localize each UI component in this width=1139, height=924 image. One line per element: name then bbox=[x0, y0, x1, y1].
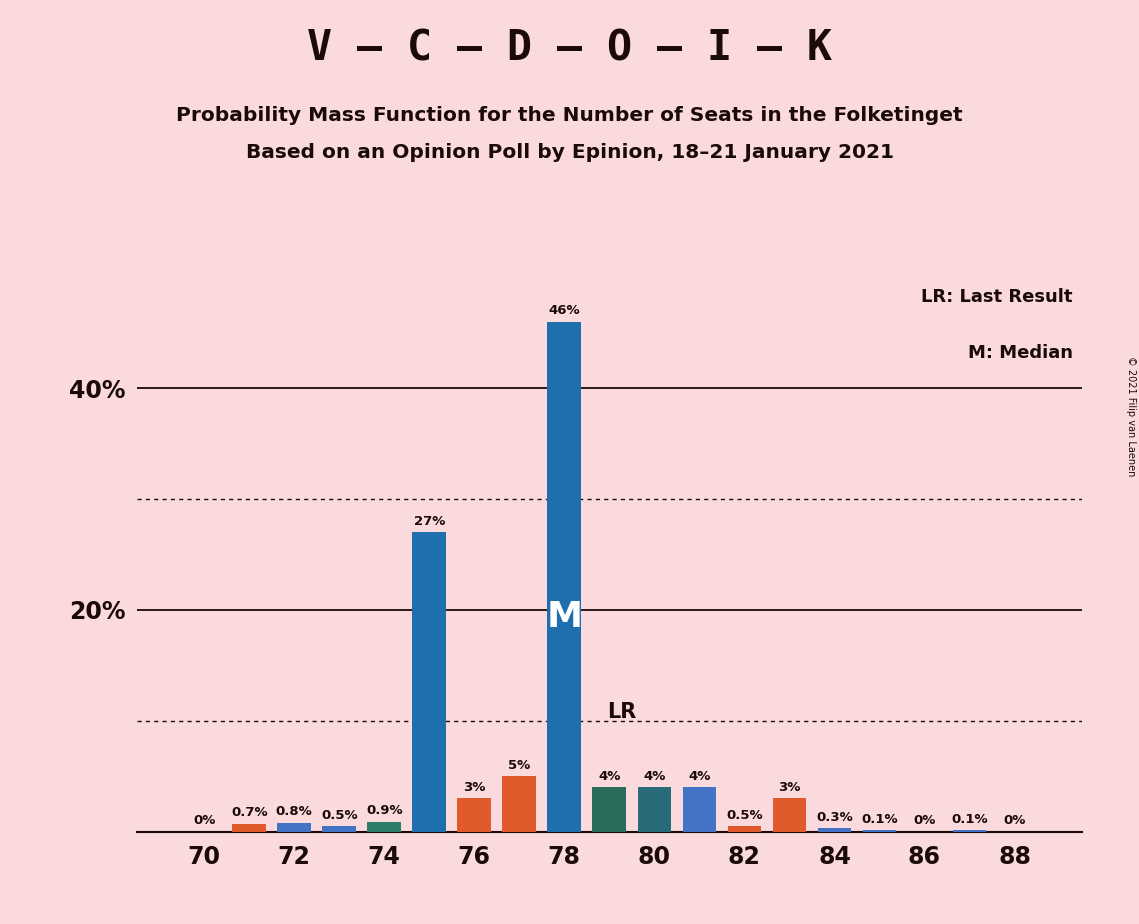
Text: M: Median: M: Median bbox=[968, 344, 1073, 361]
Text: 0%: 0% bbox=[913, 814, 935, 827]
Text: 0%: 0% bbox=[1003, 814, 1026, 827]
Text: M: M bbox=[547, 601, 582, 635]
Text: Probability Mass Function for the Number of Seats in the Folketinget: Probability Mass Function for the Number… bbox=[177, 106, 962, 126]
Text: LR: LR bbox=[607, 702, 637, 722]
Bar bbox=[818, 828, 851, 832]
Text: 0.9%: 0.9% bbox=[366, 804, 402, 817]
Bar bbox=[278, 822, 311, 832]
Text: 0.7%: 0.7% bbox=[231, 807, 268, 820]
Bar bbox=[682, 787, 716, 832]
Text: 4%: 4% bbox=[688, 770, 711, 783]
Bar bbox=[322, 826, 357, 832]
Text: 3%: 3% bbox=[464, 781, 485, 794]
Text: 0.1%: 0.1% bbox=[861, 813, 898, 826]
Bar bbox=[412, 532, 446, 832]
Text: 5%: 5% bbox=[508, 759, 531, 772]
Bar bbox=[232, 824, 267, 832]
Text: 0.5%: 0.5% bbox=[726, 808, 763, 821]
Text: 46%: 46% bbox=[549, 304, 580, 317]
Text: 0.1%: 0.1% bbox=[951, 813, 988, 826]
Text: 27%: 27% bbox=[413, 515, 445, 528]
Bar bbox=[368, 821, 401, 832]
Bar bbox=[728, 826, 761, 832]
Text: V – C – D – O – I – K: V – C – D – O – I – K bbox=[308, 28, 831, 69]
Text: 0.5%: 0.5% bbox=[321, 808, 358, 821]
Bar bbox=[862, 831, 896, 832]
Text: 0%: 0% bbox=[192, 814, 215, 827]
Text: 0.8%: 0.8% bbox=[276, 806, 312, 819]
Bar bbox=[548, 322, 581, 832]
Text: 3%: 3% bbox=[778, 781, 801, 794]
Text: 0.3%: 0.3% bbox=[816, 811, 853, 824]
Bar bbox=[502, 776, 536, 832]
Text: Based on an Opinion Poll by Epinion, 18–21 January 2021: Based on an Opinion Poll by Epinion, 18–… bbox=[246, 143, 893, 163]
Text: © 2021 Filip van Laenen: © 2021 Filip van Laenen bbox=[1126, 356, 1136, 476]
Bar bbox=[952, 831, 986, 832]
Bar bbox=[772, 798, 806, 832]
Text: 4%: 4% bbox=[598, 770, 621, 783]
Text: LR: Last Result: LR: Last Result bbox=[921, 288, 1073, 306]
Bar bbox=[638, 787, 671, 832]
Bar bbox=[458, 798, 491, 832]
Bar bbox=[592, 787, 626, 832]
Text: 4%: 4% bbox=[644, 770, 665, 783]
